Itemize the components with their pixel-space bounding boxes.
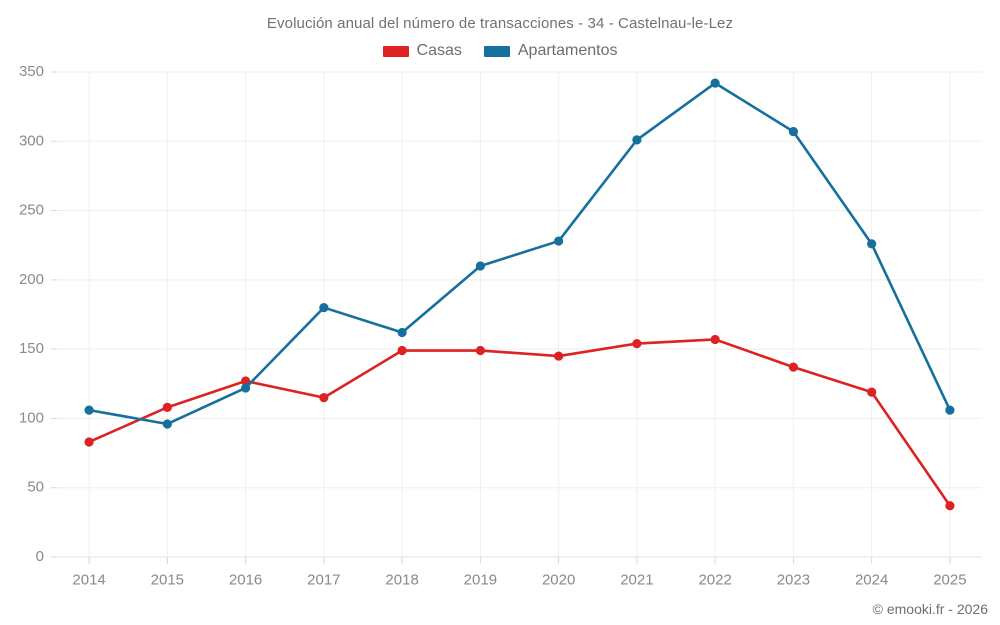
data-point[interactable]: Apartamentos 2019: 210: [475, 261, 485, 271]
y-tick-label: 250: [19, 202, 44, 219]
x-tick-label: 2021: [620, 571, 653, 588]
data-point[interactable]: Apartamentos 2024: 226: [867, 239, 877, 249]
data-point[interactable]: Casas 2016: 127: [240, 376, 251, 386]
series-line-casas: [87, 338, 952, 508]
data-point[interactable]: Casas 2020: 145: [554, 351, 564, 361]
data-point[interactable]: Apartamentos 2022: 342: [710, 78, 720, 88]
data-point[interactable]: Casas 2025: 37: [945, 501, 955, 511]
data-point[interactable]: Casas 2022: 157: [710, 334, 720, 345]
x-tick-label: 2014: [72, 571, 105, 588]
y-tick-label: 200: [19, 271, 44, 288]
x-tick-label: 2022: [698, 571, 731, 588]
x-tick-label: 2015: [151, 571, 184, 588]
x-tick-label: 2024: [855, 571, 888, 588]
x-tick-label: 2019: [464, 571, 497, 588]
data-point[interactable]: Casas 2017: 115: [319, 393, 329, 403]
legend-swatch-casas: [382, 45, 409, 57]
x-tick-label: 2020: [542, 571, 575, 588]
data-point[interactable]: Apartamentos 2021: 301: [632, 135, 642, 145]
y-tick-label: 350: [19, 63, 44, 80]
data-point[interactable]: Apartamentos 2017: 180: [319, 302, 329, 313]
series-line-apartamentos: [87, 81, 952, 426]
data-point[interactable]: Apartamentos 2016: 122: [240, 383, 251, 393]
data-point[interactable]: Casas 2019: 149: [475, 345, 485, 356]
legend-item-apartamentos[interactable]: Apartamentos: [483, 42, 618, 60]
legend-item-casas[interactable]: Casas: [382, 42, 462, 60]
y-tick-label: 0: [36, 548, 44, 565]
y-tick-label: 300: [19, 132, 44, 149]
data-point[interactable]: Casas 2024: 119: [867, 387, 877, 397]
y-tick-label: 150: [19, 340, 44, 357]
x-tick-label: 2023: [777, 571, 810, 588]
data-point[interactable]: Casas 2018: 149: [397, 345, 407, 356]
data-point[interactable]: Apartamentos 2018: 162: [397, 327, 407, 338]
data-point[interactable]: Casas 2014: 83: [84, 437, 94, 447]
data-point[interactable]: Casas 2021: 154: [632, 339, 642, 349]
y-tick-label: 100: [19, 409, 44, 426]
data-point[interactable]: Casas 2015: 108: [162, 402, 172, 412]
data-point[interactable]: Casas 2023: 137: [788, 362, 799, 372]
legend-label-casas: Casas: [416, 42, 462, 59]
legend-swatch-apartamentos: [483, 45, 510, 57]
data-point[interactable]: Apartamentos 2025: 106: [945, 405, 955, 415]
y-tick-label: 50: [27, 479, 44, 496]
data-point[interactable]: Apartamentos 2014: 106: [84, 405, 94, 415]
x-tick-label: 2025: [933, 571, 966, 588]
chart-legend: Casas Apartamentos: [0, 42, 1000, 60]
footer-copyright: © emooki.fr - 2026: [872, 601, 988, 617]
data-point[interactable]: Apartamentos 2015: 96: [162, 419, 172, 429]
chart-title: Evolución anual del número de transaccio…: [266, 15, 734, 32]
data-point[interactable]: Apartamentos 2023: 307: [788, 126, 799, 137]
x-tick-label: 2018: [385, 571, 418, 588]
x-tick-label: 2017: [307, 571, 340, 588]
data-point[interactable]: Apartamentos 2020: 228: [554, 236, 564, 246]
x-tick-label: 2016: [229, 571, 262, 588]
legend-label-apartamentos: Apartamentos: [517, 42, 618, 59]
